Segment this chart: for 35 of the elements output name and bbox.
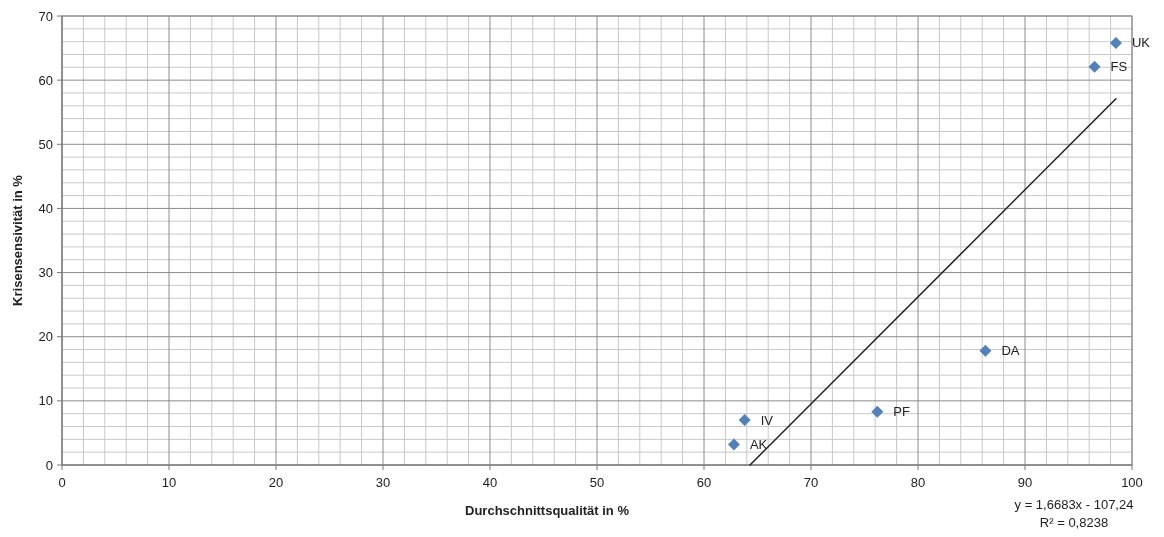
x-tick-label: 100	[1121, 475, 1143, 490]
y-tick-label: 0	[45, 457, 53, 473]
x-tick-label: 70	[803, 475, 819, 490]
annotation: AK	[749, 437, 768, 453]
annotation: FS	[1110, 59, 1128, 75]
point	[1088, 60, 1101, 73]
x-tick-label: 80	[910, 475, 926, 490]
y-tick-label: 30	[38, 265, 53, 281]
text: y = 1,6683x - 107,24	[1014, 497, 1134, 512]
y-tick-label: 20	[38, 329, 53, 345]
text: R² = 0,8238	[1039, 515, 1109, 530]
x-tick-label: 30	[375, 475, 391, 490]
point	[1109, 36, 1122, 49]
annotation: UK	[1131, 35, 1151, 51]
point	[738, 414, 751, 427]
y-axis-title: Krisensensivität in %	[10, 174, 25, 306]
annotation: PF	[893, 404, 911, 420]
y-tick-label: 10	[38, 393, 53, 409]
annotation: DA	[1001, 343, 1020, 359]
y-tick-label: 60	[38, 72, 53, 88]
annotation: IV	[760, 412, 774, 428]
x-tick-label: 10	[161, 475, 177, 490]
x-tick-label: 20	[268, 475, 284, 490]
x-tick-label: 0	[58, 475, 66, 490]
point	[871, 405, 884, 418]
x-tick-label: 60	[696, 475, 712, 490]
y-tick-label: 50	[38, 136, 53, 152]
x-tick-label: 40	[482, 475, 498, 490]
point	[727, 438, 740, 451]
y-tick-label: 70	[38, 8, 53, 24]
x-axis-title: Durchschnittsqualität in %	[465, 503, 630, 518]
x-tick-label: 90	[1017, 475, 1033, 490]
y-tick-label: 40	[38, 200, 53, 216]
point	[979, 344, 992, 357]
x-tick-label: 50	[589, 475, 605, 490]
